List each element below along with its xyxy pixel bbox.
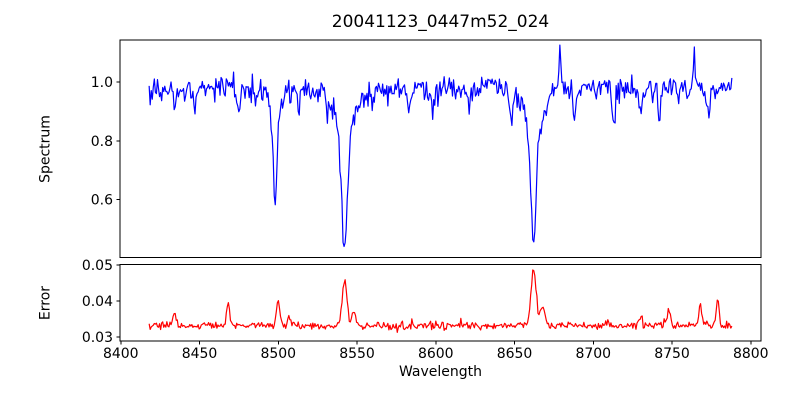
chart-title: 20041123_0447m52_024	[331, 12, 550, 32]
x-tick-label: 8650	[497, 346, 533, 362]
x-tick-label: 8500	[260, 346, 296, 362]
y-tick-label: 0.8	[91, 134, 113, 150]
x-tick-label: 8600	[418, 346, 454, 362]
wavelength-axis-label: Wavelength	[398, 364, 483, 380]
error-line-series	[148, 269, 733, 333]
error-axes-frame	[119, 264, 762, 342]
spectrum-line-series	[148, 44, 733, 248]
y-tick-label: 0.04	[82, 294, 113, 310]
x-tick-label: 8750	[654, 346, 690, 362]
x-tick-label: 8700	[575, 346, 611, 362]
x-tick-label: 8800	[733, 346, 769, 362]
x-tick-label: 8550	[339, 346, 375, 362]
y-tick-label: 1.0	[91, 75, 113, 91]
y-tick-label: 0.03	[82, 330, 113, 346]
y-tick-label: 0.05	[82, 258, 113, 274]
y-tick-label: 0.6	[91, 193, 113, 209]
x-tick-label: 8400	[103, 346, 139, 362]
x-tick-label: 8450	[182, 346, 218, 362]
spectrum-axes-frame	[119, 39, 762, 258]
